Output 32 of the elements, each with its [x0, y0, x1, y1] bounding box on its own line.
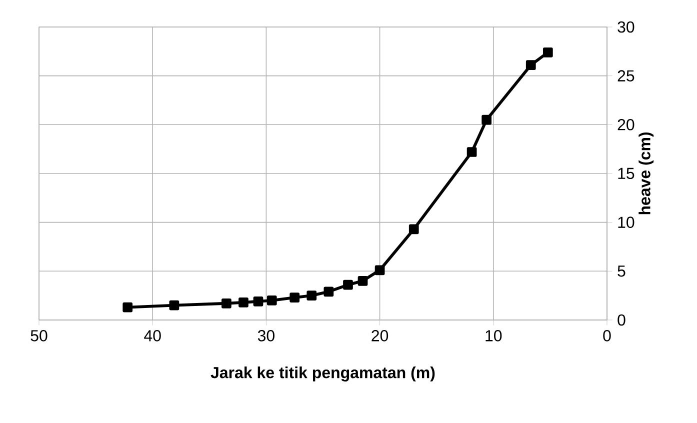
- y-tick-label: 20: [618, 118, 634, 130]
- point: [169, 300, 180, 310]
- point: [343, 280, 353, 290]
- x-tick-label: 50: [30, 330, 48, 342]
- x-tick-label: 40: [144, 330, 161, 342]
- point: [122, 302, 133, 312]
- point: [222, 298, 232, 308]
- point: [358, 276, 368, 286]
- point: [324, 286, 334, 297]
- point: [266, 296, 277, 306]
- x-tick-label: 0: [603, 330, 611, 342]
- y-tick-label: 25: [618, 70, 634, 82]
- x-tick-label: 30: [258, 330, 274, 342]
- x-tick-label: 10: [486, 330, 502, 342]
- y-axis-title: heave (cm): [638, 132, 654, 214]
- x-axis-title: Jarak ke titik pengamatan (m): [210, 366, 435, 382]
- y-tick-label: 5: [618, 266, 626, 277]
- point: [253, 296, 264, 306]
- point: [408, 224, 419, 234]
- point: [238, 297, 248, 308]
- point: [542, 47, 553, 58]
- point: [290, 292, 300, 302]
- y-tick-label: 0: [618, 314, 626, 326]
- point: [466, 147, 477, 157]
- point: [374, 265, 385, 276]
- y-tick-label: 15: [618, 168, 634, 180]
- y-tick-label: 30: [618, 21, 634, 33]
- y-tick-label: 10: [618, 216, 634, 228]
- point: [526, 60, 536, 70]
- point: [306, 290, 317, 301]
- x-tick-label: 20: [372, 330, 388, 342]
- point: [482, 114, 492, 125]
